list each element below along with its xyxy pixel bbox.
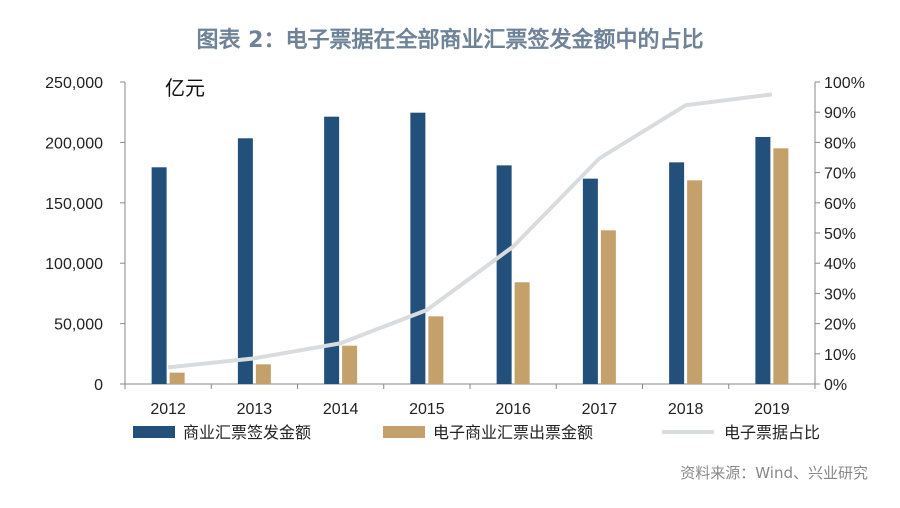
y2-tick-label: 80% xyxy=(824,135,856,152)
y2-tick-label: 90% xyxy=(824,105,856,122)
x-tick-label: 2019 xyxy=(754,401,790,418)
y-tick-label: 50,000 xyxy=(54,317,103,334)
y2-tick-label: 0% xyxy=(824,377,847,394)
legend-label: 电子商业汇票出票金额 xyxy=(433,423,593,442)
bar-electronic xyxy=(600,230,616,384)
bar-electronic xyxy=(773,148,789,384)
y2-tick-label: 50% xyxy=(824,226,856,243)
bar-electronic xyxy=(342,345,358,384)
bar-issued xyxy=(237,138,253,384)
y-tick-label: 0 xyxy=(94,377,103,394)
x-tick-label: 2014 xyxy=(323,401,359,418)
legend-label: 电子票据占比 xyxy=(724,423,820,442)
bar-issued xyxy=(324,116,340,384)
legend-swatch xyxy=(383,426,425,438)
y2-tick-label: 60% xyxy=(824,196,856,213)
bar-issued xyxy=(755,136,771,384)
y2-tick-label: 70% xyxy=(824,166,856,183)
y2-tick-label: 100% xyxy=(824,75,865,92)
x-tick-label: 2015 xyxy=(409,401,445,418)
bar-issued xyxy=(582,178,598,384)
chart-title: 图表 2：电子票据在全部商业汇票签发金额中的占比 xyxy=(196,28,704,53)
legend-label: 商业汇票签发金额 xyxy=(183,423,311,442)
y2-tick-label: 40% xyxy=(824,256,856,273)
bar-electronic xyxy=(169,372,185,384)
y2-tick-label: 10% xyxy=(824,347,856,364)
y-tick-label: 200,000 xyxy=(45,135,103,152)
bar-issued xyxy=(669,162,685,384)
x-tick-label: 2016 xyxy=(495,401,531,418)
x-tick-label: 2018 xyxy=(668,401,704,418)
x-tick-label: 2017 xyxy=(582,401,618,418)
bar-issued xyxy=(151,167,167,384)
y-tick-label: 250,000 xyxy=(45,75,103,92)
unit-label: 亿元 xyxy=(165,76,205,100)
bar-issued xyxy=(410,112,426,384)
y-tick-label: 150,000 xyxy=(45,196,103,213)
bar-electronic xyxy=(687,180,703,384)
y2-tick-label: 20% xyxy=(824,317,856,334)
bar-electronic xyxy=(514,282,530,384)
source-note: 资料来源：Wind、兴业研究 xyxy=(680,464,868,482)
bar-electronic xyxy=(428,316,444,384)
bar-issued xyxy=(496,165,512,384)
line-electronic-share xyxy=(167,92,773,370)
y-tick-label: 100,000 xyxy=(45,256,103,273)
bar-electronic xyxy=(255,364,271,384)
y2-tick-label: 30% xyxy=(824,286,856,303)
x-tick-label: 2012 xyxy=(150,401,186,418)
x-tick-label: 2013 xyxy=(237,401,273,418)
legend-swatch xyxy=(133,426,175,438)
